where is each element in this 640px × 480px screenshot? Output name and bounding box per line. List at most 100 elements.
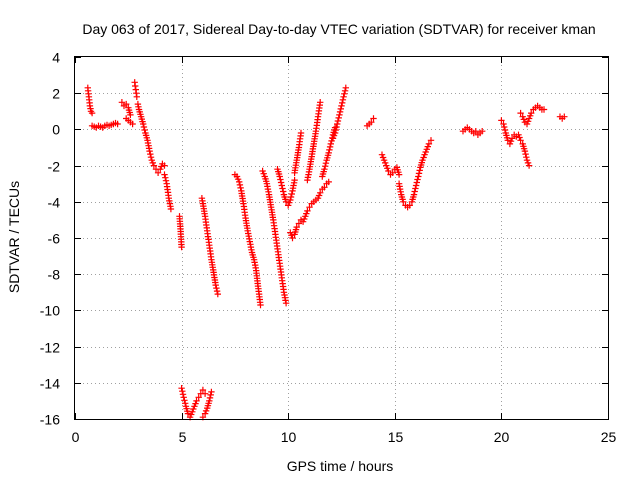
y-tick-label: -14 [40,376,60,392]
y-axis-label: SDTVAR / TECUs [6,181,22,293]
data-point [141,126,148,134]
x-axis-label: GPS time / hours [287,458,394,474]
data-point [524,118,532,125]
data-point [425,140,433,148]
data-point [287,196,294,204]
data-point [413,179,420,186]
data-point [291,176,298,184]
data-point [193,397,200,405]
data-point [325,149,332,157]
data-point [331,129,339,137]
data-point [129,120,136,128]
data-point [339,99,346,107]
data-point [140,123,148,131]
data-point [277,179,285,186]
data-point [206,394,214,402]
data-point [517,137,524,144]
data-point [339,96,347,103]
data-point [327,140,334,148]
data-point [522,150,529,158]
data-point [326,143,334,151]
data-point [189,408,196,415]
data-point [260,170,267,177]
data-point [336,111,343,119]
data-point [521,147,529,155]
data-point [332,126,339,134]
y-tick-label: -10 [40,303,60,319]
data-point [517,109,524,117]
data-point [378,151,386,158]
data-point [321,166,328,173]
data-point [127,111,134,119]
data-point [341,90,348,97]
data-point [329,135,337,142]
data-point [162,177,170,184]
data-points [84,79,568,421]
y-tick-label: -8 [48,267,61,283]
data-point [257,301,264,309]
y-tick-label: 4 [52,50,60,66]
data-point [415,170,423,177]
y-tick-label: -6 [48,231,61,247]
data-point [199,386,207,394]
data-point [501,126,509,134]
data-point [342,84,349,91]
data-point [288,190,295,198]
data-point [336,108,344,116]
x-tick-label: 25 [601,429,617,445]
data-point [412,185,419,192]
data-point [525,162,533,169]
data-point [207,391,214,399]
data-point [295,220,303,227]
data-point [304,207,311,215]
data-point [146,147,153,155]
data-point [523,154,530,161]
data-point [293,223,300,231]
y-tick-label: -2 [48,159,61,175]
plot-frame [74,56,609,420]
data-point [181,397,188,404]
data-point [287,193,295,201]
data-point [516,134,523,141]
data-point [279,185,286,192]
data-point [276,173,283,180]
data-point [341,87,349,94]
data-point [206,397,213,405]
data-point [280,188,287,195]
data-point [325,178,332,186]
data-point [161,171,168,178]
data-point [236,178,243,186]
data-point [333,123,340,131]
data-point [416,167,423,174]
data-point [410,191,418,198]
data-point [326,146,333,154]
data-point [335,114,342,122]
data-point [420,154,427,161]
y-tick-label: -12 [40,340,60,356]
data-point [162,174,169,181]
data-point [213,287,221,295]
data-point [337,105,344,113]
data-point [282,300,290,307]
data-point [133,93,140,100]
data-point [500,120,507,128]
x-tick-label: 15 [388,429,404,445]
data-point [322,160,330,167]
data-point [208,388,215,396]
data-point [479,128,486,135]
data-point [400,198,407,205]
data-point [114,120,121,128]
data-point [395,171,403,178]
x-tick-label: 20 [494,429,510,445]
data-point [178,243,185,251]
data-point [179,388,186,395]
x-tick-label: 0 [72,429,80,445]
data-point [147,154,155,161]
y-tick-label: -4 [48,195,61,211]
data-point [370,115,377,122]
data-point [201,390,209,397]
y-tick-label: 2 [52,86,60,102]
data-point [561,113,568,120]
